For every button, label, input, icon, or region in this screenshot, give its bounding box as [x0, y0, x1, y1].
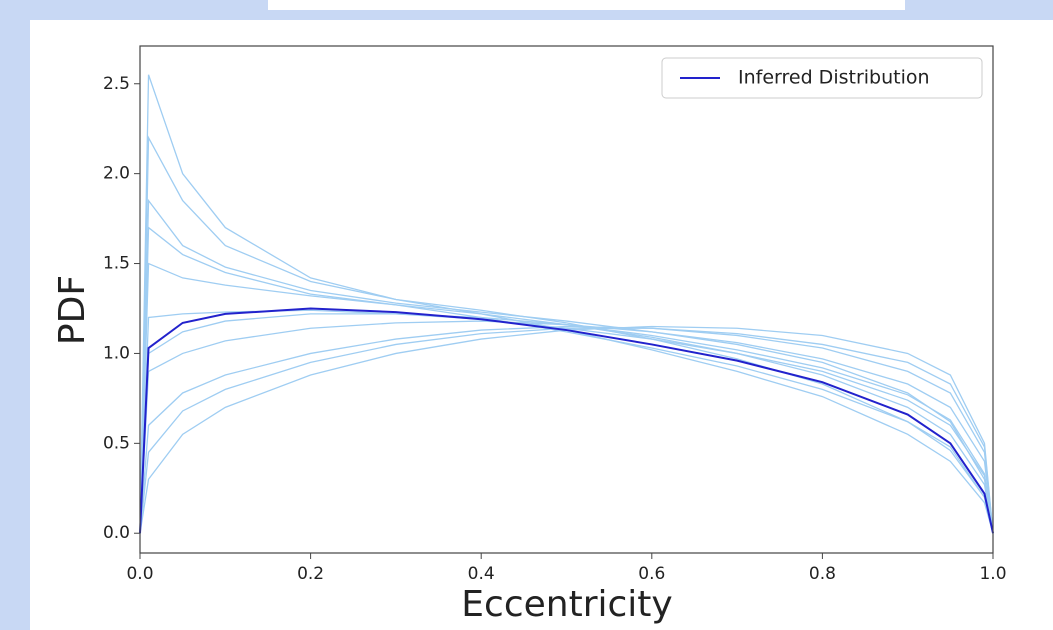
plot-area — [139, 74, 994, 534]
y-tick-label: 0.0 — [103, 523, 130, 543]
sample-line — [139, 313, 994, 534]
x-tick-label: 0.6 — [638, 564, 665, 584]
axes-frame — [139, 45, 994, 554]
top-strip — [268, 0, 905, 10]
sample-line — [139, 226, 994, 534]
sample-line — [139, 325, 994, 534]
y-tick-label: 2.0 — [103, 164, 130, 184]
x-tick-label: 1.0 — [979, 564, 1006, 584]
legend-label: Inferred Distribution — [738, 67, 930, 89]
y-tick-label: 2.5 — [103, 74, 130, 94]
sample-line — [139, 327, 994, 534]
x-tick-label: 0.2 — [297, 564, 324, 584]
legend-box — [661, 57, 983, 99]
x-tick-label: 0.0 — [126, 564, 153, 584]
x-tick-label: 0.8 — [809, 564, 836, 584]
y-tick-label: 1.5 — [103, 254, 130, 274]
y-tick-label: 0.5 — [103, 433, 130, 453]
y-axis-label: PDF — [52, 275, 93, 345]
x-axis-label: Eccentricity — [461, 584, 672, 625]
x-tick-label: 0.4 — [468, 564, 495, 584]
sample-line — [139, 135, 994, 534]
main-line — [139, 307, 994, 534]
y-tick-label: 1.0 — [103, 343, 130, 363]
